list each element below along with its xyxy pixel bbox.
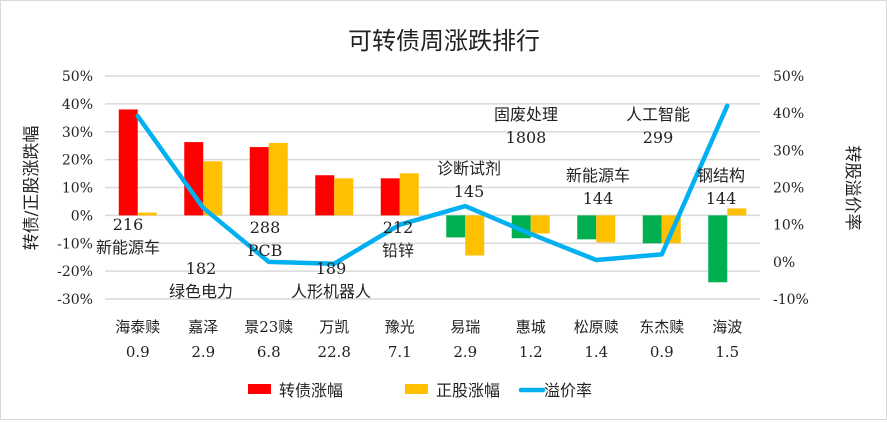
y-right-tick-label: 50% [773,69,804,85]
bar-bond-change [250,147,269,215]
y-left-tick-label: 10% [62,181,93,197]
annotation-label: 固废处理 [494,105,558,124]
annotation-label: 288 [250,218,281,237]
x-tick-label: 海波 [712,318,742,336]
annotation-label: 新能源车 [96,238,160,257]
legend-label: 正股涨幅 [436,381,500,400]
x-tick-sublabel: 6.8 [257,343,281,361]
x-tick-label: 景23赎 [244,318,293,336]
y-right-tick-label: 0% [773,255,795,271]
y-right-tick-label: 20% [773,181,804,197]
x-tick-sublabel: 0.9 [126,343,150,361]
annotation-label: 216 [113,215,144,234]
bar-bond-change [381,178,400,215]
y-left-tick-label: 30% [62,125,93,141]
x-tick-label: 嘉泽 [188,318,218,336]
bar-stock-change [269,143,288,215]
annotation-label: 144 [583,189,614,208]
x-tick-label: 惠城 [516,318,546,336]
legend-label: 溢价率 [544,381,592,400]
x-tick-sublabel: 22.8 [318,343,351,361]
y-right-tick-label: 30% [773,143,804,159]
bar-bond-change [708,215,727,282]
x-tick-sublabel: 0.9 [650,343,674,361]
y-left-tick-label: -10% [57,236,93,252]
x-tick-sublabel: 7.1 [388,343,412,361]
bar-stock-change [727,208,746,215]
bar-bond-change [643,215,662,243]
x-tick-label: 万凯 [319,318,349,336]
bar-bond-change [315,175,334,215]
x-tick-sublabel: 2.9 [453,343,477,361]
bar-bond-change [577,215,596,239]
x-tick-label: 松原赎 [574,318,619,336]
annotation-label: PCB [248,241,283,260]
y-left-tick-label: -20% [57,264,93,280]
annotation-label: 人工智能 [626,105,690,124]
annotation-label: 212 [383,218,414,237]
x-tick-label: 东杰赎 [639,318,684,336]
x-tick-label: 豫光 [385,318,415,336]
y-left-tick-label: 0% [71,208,93,224]
bar-stock-change [400,173,419,215]
bar-bond-change [446,215,465,237]
chart-title: 可转债周涨跌排行 [348,27,540,55]
y-left-tick-label: 20% [62,153,93,169]
annotation-label: 人形机器人 [291,282,371,301]
line-premium-rate [138,106,728,264]
annotation-label: 新能源车 [566,166,630,185]
annotation-label: 182 [186,259,217,278]
legend-swatch [405,384,428,394]
annotation-label: 钢结构 [697,166,745,185]
annotation-label: 189 [316,259,347,278]
x-tick-label: 海泰赎 [115,318,160,336]
bar-stock-change [203,161,222,215]
x-tick-sublabel: 1.5 [715,343,739,361]
bar-stock-change [596,215,615,242]
y-right-tick-label: 10% [773,218,804,234]
y-left-tick-label: 50% [62,69,93,85]
y-left-tick-label: -30% [57,292,93,308]
bar-stock-change [465,215,484,255]
annotation-label: 299 [643,128,674,147]
bar-bond-change [119,109,138,215]
annotation-label: 1808 [506,128,547,147]
annotation-label: 145 [454,182,485,201]
annotation-label: 144 [706,189,737,208]
y-right-axis-label: 转股溢价率 [842,146,862,231]
x-tick-sublabel: 1.2 [519,343,543,361]
x-tick-sublabel: 2.9 [191,343,215,361]
annotation-label: 铅锌 [382,241,414,260]
bar-stock-change [334,178,353,215]
annotation-label: 诊断试剂 [437,159,501,178]
annotation-label: 绿色电力 [169,282,233,301]
legend-swatch [248,384,271,394]
legend-label: 转债涨幅 [279,381,343,400]
y-right-tick-label: 40% [773,106,804,122]
y-left-tick-label: 40% [62,97,93,113]
bar-stock-change [531,215,550,233]
x-tick-sublabel: 1.4 [584,343,608,361]
y-left-axis-label: 转债/正股涨跌幅 [22,126,42,251]
x-tick-label: 易瑞 [450,318,480,336]
y-right-tick-label: -10% [773,292,809,308]
